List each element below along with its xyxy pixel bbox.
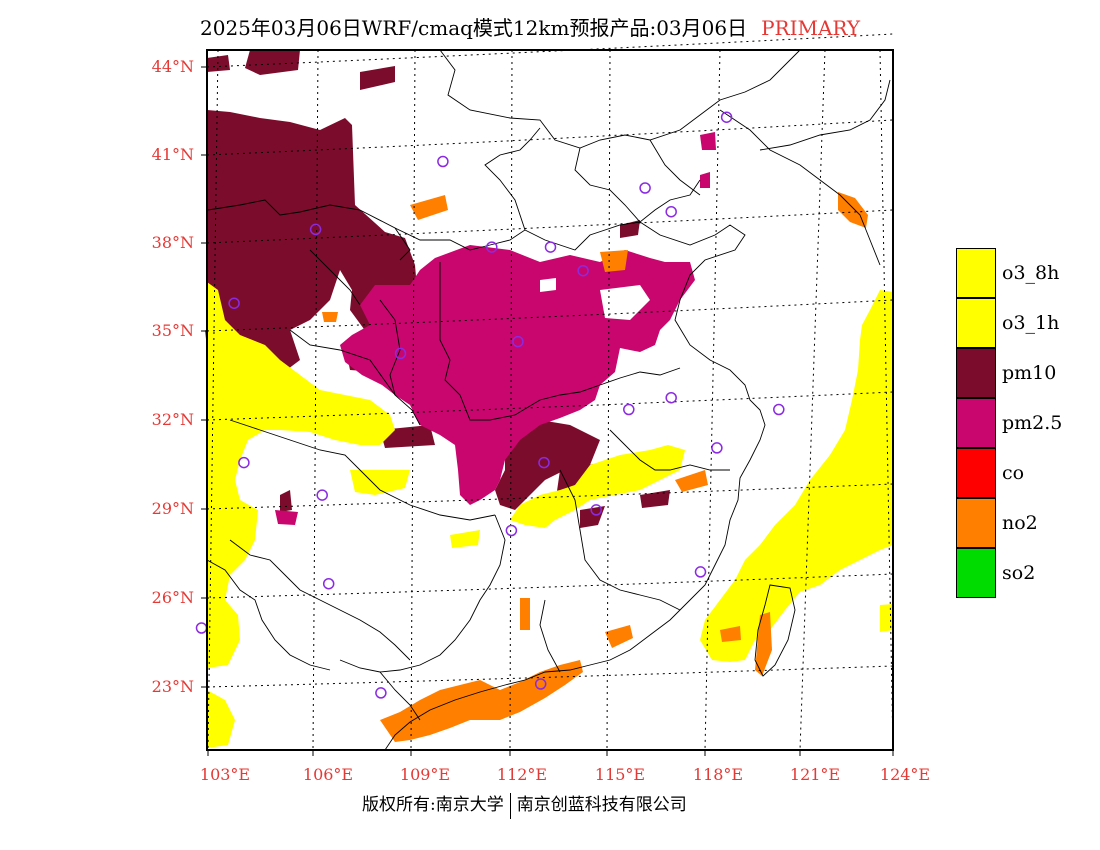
station-marker: [394, 347, 407, 360]
station-marker: [437, 155, 449, 168]
no2-layer: [322, 192, 868, 742]
legend-swatch: [956, 548, 996, 598]
lon-label: 124°E: [880, 765, 930, 784]
station-marker: [711, 442, 723, 454]
station-marker: [309, 223, 322, 236]
lon-label: 109°E: [400, 765, 450, 784]
lon-axis: [207, 750, 894, 756]
station-marker: [195, 622, 208, 634]
lon-label: 112°E: [497, 765, 547, 784]
station-marker: [322, 577, 335, 590]
station-marker: [505, 524, 518, 537]
lon-label: 106°E: [303, 765, 353, 784]
title-primary-tag: PRIMARY: [761, 16, 861, 40]
lat-axis: [201, 66, 207, 688]
station-marker: [623, 403, 635, 416]
o3-layer: [207, 282, 893, 748]
lon-label: 115°E: [595, 765, 645, 784]
legend-swatch: [956, 248, 996, 298]
station-marker: [316, 489, 328, 501]
legend-label: pm10: [1002, 362, 1057, 384]
footer-right: 南京创蓝科技有限公司: [516, 795, 687, 815]
station-marker: [577, 264, 589, 277]
boundary-lines: [206, 49, 891, 751]
legend-swatch: [956, 398, 996, 448]
station-marker: [512, 335, 524, 348]
legend-swatch: [956, 498, 996, 548]
copyright-footer: 版权所有:南京大学 南京创蓝科技有限公司: [362, 790, 687, 819]
station-marker: [486, 241, 498, 253]
station-markers: [195, 111, 785, 699]
lat-label: 35°N: [152, 321, 194, 340]
station-marker: [375, 687, 387, 699]
station-marker: [590, 504, 602, 516]
map-frame: [206, 49, 894, 751]
legend-swatch: [956, 298, 996, 348]
station-marker: [538, 456, 550, 469]
station-marker: [773, 403, 785, 416]
footer-left: 版权所有:南京大学: [362, 795, 504, 815]
legend-label: no2: [1002, 512, 1038, 534]
graticule: [206, 33, 894, 751]
legend-label: o3_1h: [1002, 312, 1060, 334]
lat-label: 38°N: [152, 233, 194, 252]
lon-label: 118°E: [693, 765, 743, 784]
title-main: 2025年03月06日WRF/cmaq模式12km预报产品:03月06日: [200, 16, 748, 40]
station-marker: [639, 182, 651, 194]
footer-separator: [509, 792, 511, 819]
station-marker: [665, 205, 677, 218]
station-marker: [694, 566, 707, 578]
legend-swatch: [956, 448, 996, 498]
station-marker: [228, 297, 240, 309]
legend-label: o3_8h: [1002, 262, 1060, 284]
lat-label: 29°N: [152, 499, 194, 518]
lat-label: 26°N: [152, 588, 194, 607]
station-marker: [544, 241, 557, 253]
legend-label: co: [1002, 462, 1025, 484]
legend-label: so2: [1002, 562, 1036, 584]
station-marker: [238, 456, 250, 469]
station-marker: [720, 111, 733, 123]
legend-label: pm2.5: [1002, 412, 1063, 434]
lat-label: 23°N: [152, 677, 194, 696]
lat-label: 44°N: [152, 57, 194, 76]
station-marker: [534, 678, 547, 690]
map-title: 2025年03月06日WRF/cmaq模式12km预报产品:03月06日 PRIM…: [200, 12, 860, 41]
lat-label: 41°N: [152, 145, 194, 164]
station-marker: [665, 391, 677, 404]
legend-swatch: [956, 348, 996, 398]
lon-label: 121°E: [790, 765, 840, 784]
lon-label: 103°E: [200, 765, 250, 784]
lat-label: 32°N: [152, 410, 194, 429]
